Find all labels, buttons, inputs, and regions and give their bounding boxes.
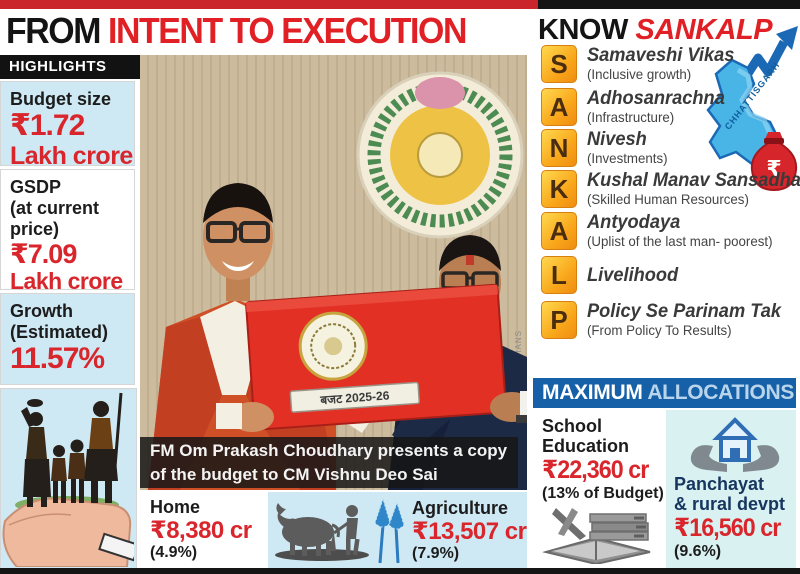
budget-photo: बजट 2025-26 (140, 55, 540, 490)
school-pct: (13% of Budget) (542, 485, 664, 502)
sankalp-title-red: SANKALP (635, 14, 773, 46)
gsdp-label2: (at current (10, 198, 100, 218)
chhattisgarh-map-icon: CHHATTISGARH ₹ (706, 26, 798, 192)
svg-text:₹: ₹ (766, 156, 781, 181)
sankalp-title: KNOW SANKALP (538, 14, 773, 47)
budget-size-unit: Lakh crore (10, 142, 133, 170)
agriculture-label: Agriculture (412, 497, 509, 518)
gsdp-value: ₹7.09 (10, 239, 77, 269)
agriculture-value: ₹13,507 cr (412, 517, 527, 545)
caption-line1: FM Om Prakash Choudhary presents a copy (150, 441, 508, 460)
top-black-bar (538, 0, 800, 9)
sankalp-item-l: L Livelihood (541, 256, 800, 301)
allocations-header: MAXIMUM ALLOCATIONS (533, 378, 796, 408)
term: Adhosanrachna (587, 88, 725, 109)
sankalp-item-a2: A Antyodaya (Uplist of the last man- poo… (541, 212, 800, 256)
sankalp-item-a1: A Adhosanrachna (Infrastructure) (541, 88, 800, 129)
letter-tile-s: S (541, 45, 577, 83)
budget-size-label: Budget size (10, 89, 112, 109)
school-value: ₹22,360 cr (542, 456, 649, 484)
photo-scene: बजट 2025-26 (148, 71, 540, 490)
school-label2: Education (542, 436, 630, 456)
term: Nivesh (587, 129, 647, 150)
panchayat-value: ₹16,560 cr (674, 514, 781, 542)
term: Antyodaya (587, 212, 681, 233)
letter-tile-l: L (541, 256, 577, 294)
gsdp-unit: Lakh crore (10, 268, 123, 294)
money-bag-icon: ₹ (750, 132, 798, 192)
letter-tile-a: A (541, 88, 577, 126)
sankalp-item-s: S Samaveshi Vikas (Inclusive growth) (541, 45, 800, 88)
title-black: FROM (6, 10, 101, 51)
letter-tile-n: N (541, 129, 577, 167)
term: Livelihood (587, 265, 679, 286)
meaning: (Inclusive growth) (587, 66, 692, 82)
allocations-header-bold: MAXIMUM (542, 381, 643, 404)
meaning: (Infrastructure) (587, 109, 675, 125)
photo-credit: IANS (514, 330, 523, 353)
panchayat-pct: (9.6%) (674, 543, 722, 560)
sankalp-item-p: P Policy Se Parinam Tak (From Policy To … (541, 301, 800, 348)
title-red: INTENT TO EXECUTION (99, 10, 467, 51)
school-label1: School (542, 416, 603, 436)
school-education-card: School Education ₹22,360 cr (13% of Budg… (533, 410, 664, 568)
sankalp-item-k: K Kushal Manav Sansadhan (Skilled Human … (541, 170, 800, 212)
gsdp-label: GSDP (10, 177, 62, 197)
caption-line2: of the budget to CM Vishnu Deo Sai (150, 465, 438, 484)
panchayat-card: Panchayat & rural devpt ₹16,560 cr (9.6%… (666, 410, 796, 568)
growth-label2: (Estimated) (10, 322, 109, 342)
home-value: ₹8,380 cr (150, 517, 252, 544)
gsdp-label3: price) (10, 219, 60, 239)
agriculture-pct: (7.9%) (412, 544, 460, 562)
books-icon (542, 508, 651, 566)
top-red-bar (0, 0, 538, 9)
sankalp-list: S Samaveshi Vikas (Inclusive growth) A A… (541, 45, 800, 348)
panchayat-label1: Panchayat (674, 474, 765, 494)
budget-size-card: Budget size ₹1.72 Lakh crore (0, 81, 135, 170)
photo-caption: FM Om Prakash Choudhary presents a copy … (140, 437, 518, 488)
meaning: (From Policy To Results) (587, 322, 732, 338)
agriculture-allocation-card: Agriculture ₹13,507 cr (7.9%) (268, 492, 527, 568)
meaning: (Skilled Human Resources) (587, 191, 749, 207)
term: Kushal Manav Sansadhan (587, 170, 800, 191)
plough-ox-icon (275, 503, 369, 561)
sankalp-item-n: N Nivesh (Investments) (541, 129, 800, 170)
family-illustration-card (0, 388, 140, 570)
letter-tile-k: K (541, 170, 577, 208)
meaning: (Uplist of the last man- poorest) (587, 233, 773, 249)
term: Samaveshi Vikas (587, 45, 735, 66)
letter-tile-p: P (541, 301, 577, 339)
house-in-hands-icon (690, 417, 780, 472)
allocations-header-light: ALLOCATIONS (642, 381, 795, 404)
home-pct: (4.9%) (150, 544, 198, 561)
panchayat-label2: & rural devpt (674, 494, 786, 514)
letter-tile-a: A (541, 212, 577, 250)
meaning: (Investments) (587, 150, 668, 166)
budget-box-label: बजट 2025-26 (319, 388, 390, 407)
wheat-icon (374, 497, 405, 563)
home-allocation-card: Home ₹8,380 cr (4.9%) (140, 492, 268, 568)
home-label: Home (150, 497, 201, 517)
sankalp-title-black: KNOW (538, 14, 628, 46)
growth-card: Growth (Estimated) 11.57% (0, 293, 135, 385)
gsdp-card: GSDP (at current price) ₹7.09 Lakh crore (0, 169, 135, 294)
budget-size-value: ₹1.72 (10, 109, 85, 142)
page-title: FROM INTENT TO EXECUTION (6, 10, 500, 52)
growth-label: Growth (10, 301, 73, 321)
bottom-bar (0, 568, 800, 574)
growth-value: 11.57% (10, 342, 105, 375)
term: Policy Se Parinam Tak (587, 301, 781, 322)
family-on-hand-icon (2, 392, 140, 568)
state-map-graphic: CHHATTISGARH ₹ (692, 24, 800, 196)
highlights-header: HIGHLIGHTS (0, 55, 143, 79)
